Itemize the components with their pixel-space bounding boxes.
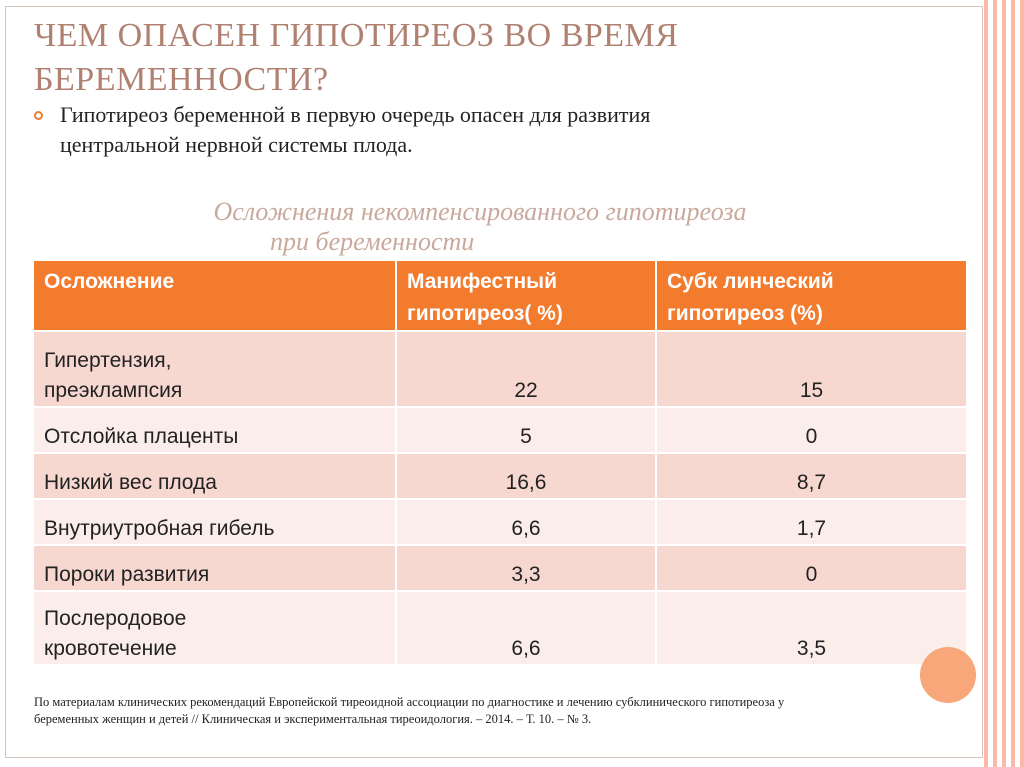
- cell-complication: Отслойка плаценты: [34, 406, 397, 453]
- cell-subclinical: 8,7: [656, 452, 966, 499]
- cell-complication: Пороки развития: [34, 544, 397, 591]
- cell-manifest: 22: [396, 330, 657, 407]
- cell-manifest: 3,3: [396, 544, 657, 591]
- cell-complication-line-2: кровотечение: [44, 637, 177, 660]
- bullet-circle-icon: [34, 111, 43, 120]
- table-row: Гипертензия, преэклампсия 22 15: [34, 330, 966, 407]
- complications-table: Осложнение Манифестный гипотиреоз( %) Су…: [34, 261, 966, 664]
- header-subclinical-line-2: гипотиреоз (%): [667, 302, 823, 325]
- cell-manifest: 5: [396, 406, 657, 453]
- table-row: Послеродовое кровотечение 6,6 3,5: [34, 590, 966, 664]
- cell-manifest: 16,6: [396, 452, 657, 499]
- header-complication-line-1: Осложнение: [44, 270, 175, 293]
- decorative-circle: [920, 647, 976, 703]
- bullet-text-line-1: Гипотиреоз беременной в первую очередь о…: [60, 102, 651, 127]
- header-manifest-line-1: Манифестный: [407, 270, 558, 293]
- footnote: По материалам клинических рекомендаций Е…: [34, 694, 924, 728]
- decorative-stripes: [984, 0, 1024, 767]
- slide-title-line-2: беременности?: [34, 61, 329, 98]
- cell-subclinical: 15: [656, 330, 966, 407]
- footnote-line-2: беременных женщин и детей // Клиническая…: [34, 712, 592, 726]
- slide-frame: [5, 6, 983, 758]
- header-manifest-line-2: гипотиреоз( %): [407, 302, 563, 325]
- cell-subclinical: 0: [656, 406, 966, 453]
- header-manifest: Манифестный гипотиреоз( %): [396, 261, 657, 331]
- footnote-line-1: По материалам клинических рекомендаций Е…: [34, 695, 785, 709]
- table-row: Пороки развития 3,3 0: [34, 544, 966, 591]
- table-title: Осложнения некомпенсированного гипотирео…: [60, 197, 900, 257]
- cell-complication: Низкий вес плода: [34, 452, 397, 499]
- header-complication: Осложнение: [34, 261, 397, 331]
- table-header-row: Осложнение Манифестный гипотиреоз( %) Су…: [34, 261, 966, 331]
- table-row: Низкий вес плода 16,6 8,7: [34, 452, 966, 499]
- bullet-text: Гипотиреоз беременной в первую очередь о…: [60, 100, 940, 160]
- table-title-line-1: Осложнения некомпенсированного гипотирео…: [213, 197, 747, 226]
- bullet-text-line-2: центральной нервной системы плода.: [60, 132, 413, 157]
- cell-manifest: 6,6: [396, 590, 657, 664]
- cell-complication: Внутриутробная гибель: [34, 498, 397, 545]
- cell-complication: Гипертензия, преэклампсия: [34, 330, 397, 407]
- cell-subclinical: 1,7: [656, 498, 966, 545]
- cell-subclinical: 0: [656, 544, 966, 591]
- cell-subclinical: 3,5: [656, 590, 966, 664]
- table-row: Внутриутробная гибель 6,6 1,7: [34, 498, 966, 545]
- table-title-line-2: при беременности: [270, 227, 475, 256]
- header-subclinical-line-1: Субк линческий: [667, 270, 834, 293]
- cell-complication-line-1: Гипертензия,: [44, 349, 172, 372]
- cell-complication-line-2: преэклампсия: [44, 379, 183, 402]
- slide-title-line-1: Чем опасен гипотиреоз во время: [34, 17, 679, 54]
- cell-manifest: 6,6: [396, 498, 657, 545]
- slide-title: Чем опасен гипотиреоз во время беременно…: [34, 14, 934, 102]
- header-subclinical: Субк линческий гипотиреоз (%): [656, 261, 966, 331]
- cell-complication: Послеродовое кровотечение: [34, 590, 397, 664]
- table-row: Отслойка плаценты 5 0: [34, 406, 966, 453]
- cell-complication-line-1: Послеродовое: [44, 607, 187, 630]
